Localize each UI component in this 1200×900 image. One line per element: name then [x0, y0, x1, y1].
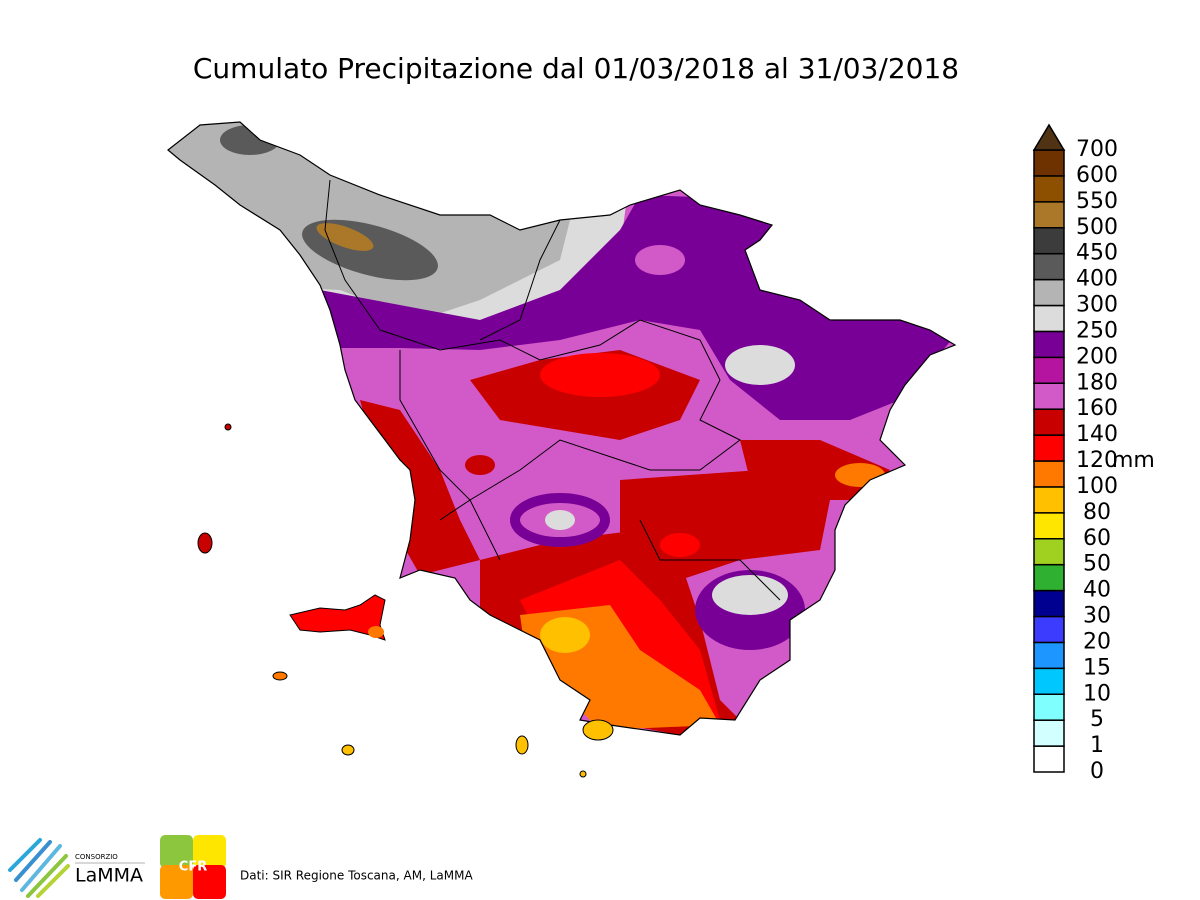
colorbar-bin — [1033, 693, 1065, 721]
colorbar-bin — [1033, 538, 1065, 566]
lamma-logo: CONSORZIO LaMMA — [8, 838, 145, 898]
colorbar-label: 50 — [1083, 552, 1111, 577]
colorbar-unit: mm — [1112, 448, 1155, 473]
colorbar-bin — [1033, 408, 1065, 436]
lamma-name: LaMMA — [75, 865, 143, 887]
colorbar-bin — [1033, 460, 1065, 488]
colorbar-label: 1 — [1090, 733, 1104, 758]
colorbar-label: 100 — [1076, 474, 1118, 499]
colorbar-bin — [1033, 175, 1065, 203]
cfr-label: CFR — [179, 860, 207, 875]
data-credits: Dati: SIR Regione Toscana, AM, LaMMA — [240, 869, 473, 883]
colorbar-extend — [1032, 123, 1066, 151]
colorbar-bin — [1033, 719, 1065, 747]
colorbar-label: 15 — [1083, 655, 1111, 680]
colorbar-bin — [1033, 252, 1065, 281]
colorbar-bin — [1033, 330, 1065, 359]
colorbar-bin — [1033, 434, 1065, 462]
colorbar-bin — [1033, 667, 1065, 695]
colorbar-bin — [1033, 382, 1065, 410]
colorbar-label: 0 — [1090, 759, 1104, 784]
map-title: Cumulato Precipitazione dal 01/03/2018 a… — [193, 52, 959, 85]
colorbar-label: 550 — [1076, 189, 1118, 214]
colorbar-label: 160 — [1076, 396, 1118, 421]
lamma-consorzio: CONSORZIO — [75, 853, 118, 861]
map — [167, 121, 956, 778]
colorbar-label: 40 — [1083, 578, 1111, 603]
colorbar-label: 450 — [1076, 241, 1118, 266]
colorbar-bin — [1033, 149, 1065, 177]
colorbar-label: 80 — [1083, 500, 1111, 525]
colorbar-label: 400 — [1076, 267, 1118, 292]
colorbar-label: 20 — [1083, 629, 1111, 654]
colorbar-label: 10 — [1083, 681, 1111, 706]
colorbar-bin — [1033, 745, 1065, 773]
colorbar-bin — [1033, 356, 1065, 385]
colorbar-label: 140 — [1076, 422, 1118, 447]
colorbar-bin — [1033, 512, 1065, 540]
colorbar-label: 180 — [1076, 370, 1118, 395]
colorbar-bin — [1033, 563, 1065, 592]
cfr-logo: CFR — [160, 835, 226, 899]
colorbar-bin — [1033, 227, 1065, 255]
colorbar-bin — [1033, 641, 1065, 670]
colorbar-bin — [1033, 304, 1065, 333]
colorbar-label: 5 — [1090, 707, 1104, 732]
colorbar-label: 120 — [1076, 448, 1118, 473]
colorbar-label: 300 — [1076, 293, 1118, 318]
colorbar-bin — [1033, 589, 1065, 618]
colorbar: 0151015203040506080100120140160180200250… — [1032, 123, 1118, 784]
colorbar-label: 250 — [1076, 318, 1118, 343]
colorbar-bin — [1033, 486, 1065, 514]
colorbar-label: 500 — [1076, 215, 1118, 240]
colorbar-label: 60 — [1083, 526, 1111, 551]
colorbar-label: 700 — [1076, 137, 1118, 162]
colorbar-bin — [1033, 615, 1065, 644]
colorbar-label: 600 — [1076, 163, 1118, 188]
colorbar-label: 30 — [1083, 604, 1111, 629]
colorbar-bin — [1033, 201, 1065, 229]
colorbar-bin — [1033, 278, 1065, 307]
colorbar-label: 200 — [1076, 344, 1118, 369]
